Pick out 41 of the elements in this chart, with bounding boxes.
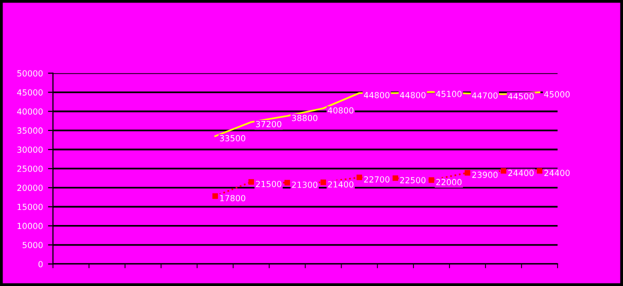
point [428, 177, 434, 183]
y-tick-label: 30000 [17, 146, 43, 153]
data-label: 44500 [508, 93, 534, 100]
point [248, 179, 254, 185]
data-label: 21500 [256, 180, 282, 188]
data-label: 23900 [472, 172, 498, 178]
y-tick-label: 40000 [17, 108, 43, 115]
point [464, 170, 470, 176]
y-tick-label: 0 [38, 260, 43, 268]
data-label: 44800 [400, 92, 426, 98]
data-label: 40800 [328, 107, 354, 114]
point [500, 168, 506, 174]
point [212, 193, 218, 199]
y-tick-label: 20000 [17, 184, 43, 191]
point [536, 168, 542, 174]
data-label: 45000 [544, 91, 570, 98]
data-label: 17800 [220, 194, 246, 202]
y-tick-label: 10000 [18, 222, 43, 230]
point [284, 180, 290, 186]
data-label: 24400 [508, 170, 534, 176]
point [356, 174, 362, 180]
data-label: 21400 [328, 181, 354, 188]
data-label: 37200 [256, 120, 282, 128]
y-tick-label: 45000 [17, 89, 43, 96]
data-label: 33500 [220, 135, 246, 142]
data-label: 45100 [436, 90, 462, 98]
data-label: 24400 [544, 170, 570, 176]
data-label: 22700 [364, 176, 390, 183]
y-tick-label: 15000 [18, 204, 43, 210]
y-tick-label: 35000 [17, 127, 43, 134]
data-label: 44800 [364, 92, 390, 98]
y-tick-label: 5000 [22, 242, 43, 248]
point [320, 180, 326, 186]
data-label: 44700 [472, 92, 498, 99]
y-tick-label: 50000 [17, 70, 43, 76]
data-label: 22000 [436, 178, 462, 186]
data-label: 21300 [292, 182, 318, 188]
y-tick-label: 25000 [17, 166, 43, 172]
data-label: 22500 [400, 177, 426, 184]
data-label: 38800 [292, 114, 318, 122]
point [392, 175, 398, 181]
